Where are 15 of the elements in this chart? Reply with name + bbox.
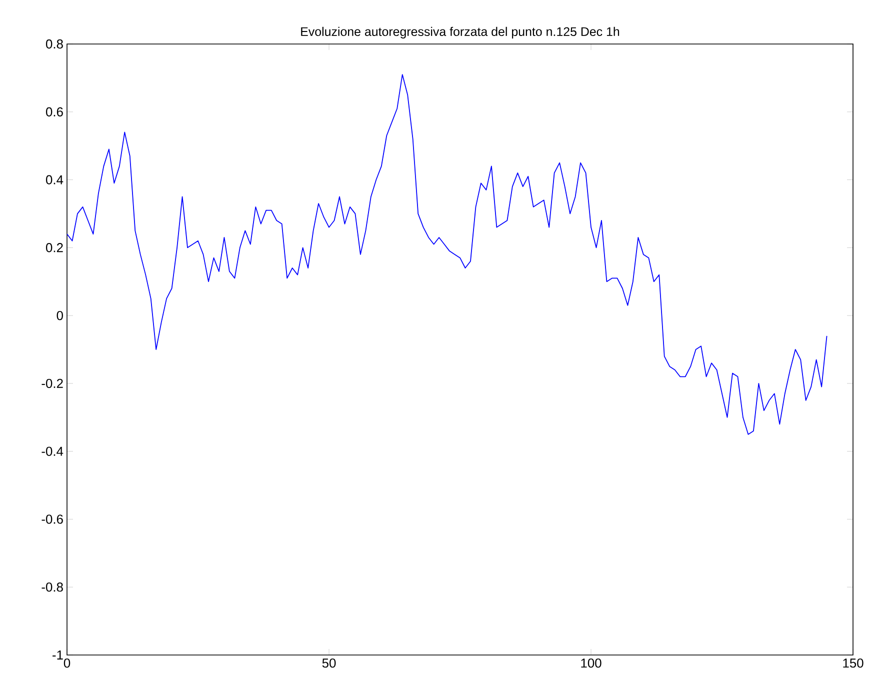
y-tick-label: -0.6 (42, 514, 63, 524)
x-tick-label: 0 (64, 658, 70, 668)
y-tick-label: -0.2 (42, 378, 63, 388)
y-tick-label: 0 (56, 310, 63, 320)
y-tick-label: 0.2 (46, 243, 63, 252)
y-tick-label: 0.8 (46, 39, 63, 49)
y-tick-label: -1 (52, 650, 63, 660)
y-tick-label: -0.4 (42, 446, 64, 456)
y-tick-label: 0.6 (46, 107, 63, 116)
y-tick-label: -0.8 (42, 582, 63, 592)
x-tick-label: 150 (843, 658, 864, 668)
x-tick-label: 100 (581, 658, 602, 668)
y-tick-label: 0.4 (46, 175, 64, 184)
x-tick-label: 50 (322, 658, 336, 668)
chart-title: Evoluzione autoregressiva forzata del punto n.125 Dec 1h (301, 26, 620, 38)
